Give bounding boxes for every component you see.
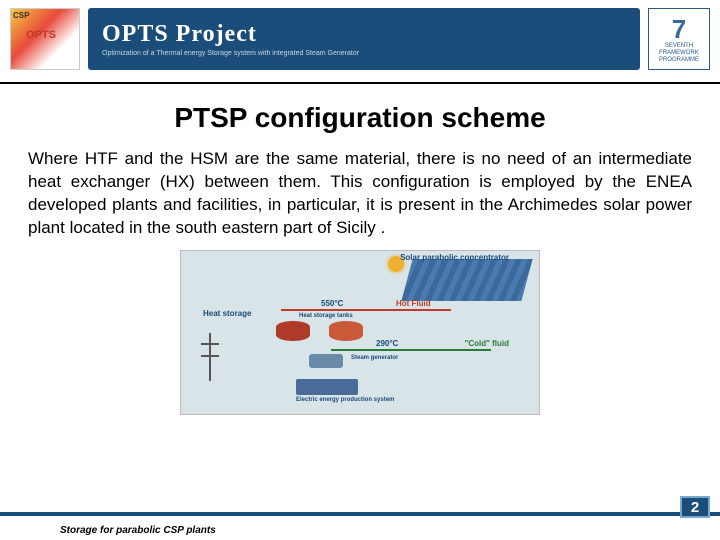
- temp-cold-label: 290°C: [376, 339, 398, 348]
- slide-title: PTSP configuration scheme: [0, 102, 720, 134]
- fp7-seven-icon: 7: [672, 15, 686, 44]
- collector-label: Solar parabolic concentrator: [400, 253, 509, 262]
- storage-tank-cold: [329, 321, 363, 341]
- power-label: Electric energy production system: [296, 397, 394, 403]
- project-banner: OPTS Project Optimization of a Thermal e…: [88, 8, 640, 70]
- csp-opts-logo: [10, 8, 80, 70]
- page-number: 2: [680, 496, 710, 518]
- steam-generator: [309, 354, 343, 368]
- temp-hot-label: 550°C: [321, 299, 343, 308]
- storage-tank-hot: [276, 321, 310, 341]
- project-title: OPTS Project: [102, 21, 626, 48]
- power-system: [296, 379, 358, 395]
- footer-caption: Storage for parabolic CSP plants: [60, 525, 216, 536]
- footer-rule: [0, 512, 720, 516]
- transmission-tower-icon: [209, 333, 211, 381]
- hot-fluid-line: [281, 309, 451, 311]
- solar-collector: [401, 259, 532, 301]
- tanks-label: Heat storage tanks: [299, 313, 353, 319]
- heat-storage-label: Heat storage: [203, 309, 251, 318]
- cold-fluid-label: "Cold" fluid: [465, 339, 509, 348]
- steam-label: Steam generator: [351, 355, 398, 361]
- fp7-logo: 7 SEVENTH FRAMEWORK PROGRAMME: [648, 8, 710, 70]
- project-subtitle: Optimization of a Thermal energy Storage…: [102, 50, 626, 57]
- fp7-label-bottom: PROGRAMME: [659, 57, 699, 64]
- header-bar: OPTS Project Optimization of a Thermal e…: [0, 0, 720, 78]
- ptsp-diagram: Solar parabolic concentrator Hot Fluid 5…: [180, 250, 540, 415]
- cold-fluid-line: [331, 349, 491, 351]
- header-divider: [0, 82, 720, 84]
- slide-body-text: Where HTF and the HSM are the same mater…: [0, 148, 720, 240]
- hot-fluid-label: Hot Fluid: [396, 299, 431, 308]
- fp7-label-top: SEVENTH FRAMEWORK: [649, 43, 709, 56]
- slide-footer: 2 Storage for parabolic CSP plants: [0, 494, 720, 540]
